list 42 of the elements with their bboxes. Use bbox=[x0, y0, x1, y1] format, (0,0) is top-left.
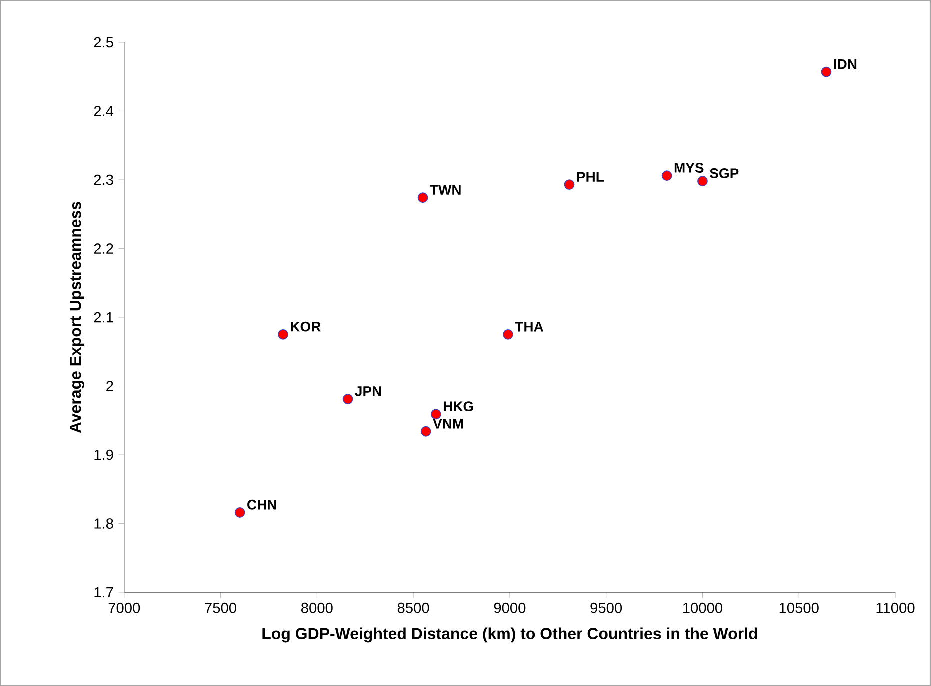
y-tick-label: 2.2 bbox=[94, 244, 114, 254]
x-axis-title: Log GDP-Weighted Distance (km) to Other Countries in the World bbox=[262, 628, 758, 643]
x-tick-label: 9500 bbox=[590, 602, 622, 614]
annotation: HKG bbox=[444, 401, 474, 412]
annotation: MYS bbox=[674, 162, 704, 173]
annotation: JPN bbox=[355, 386, 382, 396]
point bbox=[418, 192, 428, 203]
annotation: PHL bbox=[577, 172, 604, 182]
y-tick-label: 1.9 bbox=[94, 450, 114, 460]
x-tick-label: 9000 bbox=[494, 602, 526, 614]
annotation: KOR bbox=[291, 322, 321, 332]
point bbox=[278, 329, 288, 340]
point bbox=[821, 66, 832, 78]
annotation: IDN bbox=[834, 59, 857, 69]
x-tick-label: 10000 bbox=[683, 602, 723, 614]
y-tick-label: 2.3 bbox=[94, 174, 114, 186]
point bbox=[234, 507, 246, 518]
annotation: TWN bbox=[430, 185, 461, 195]
y-tick-label: 2 bbox=[106, 381, 114, 392]
y-tick-label: 2.4 bbox=[94, 106, 114, 116]
point bbox=[503, 329, 514, 340]
y-tick-label: 1.8 bbox=[94, 518, 114, 529]
point bbox=[342, 394, 354, 404]
y-tick-label: 2.1 bbox=[94, 312, 114, 322]
x-tick-label: 8500 bbox=[398, 602, 430, 614]
y-tick-label: 1.7 bbox=[94, 587, 114, 598]
point bbox=[698, 176, 708, 186]
x-tick-label: 10500 bbox=[780, 602, 819, 614]
x-tick-label: 8000 bbox=[302, 602, 333, 614]
y-tick-label: 2.5 bbox=[94, 37, 114, 48]
annotation: THA bbox=[515, 322, 544, 332]
point bbox=[564, 179, 575, 190]
x-tick-label: 7000 bbox=[108, 602, 140, 614]
point bbox=[430, 409, 442, 420]
annotation: VNM bbox=[433, 418, 464, 429]
annotation: SGP bbox=[710, 168, 739, 178]
x-tick-label: 7500 bbox=[205, 602, 236, 614]
point bbox=[420, 426, 432, 437]
point bbox=[662, 170, 672, 181]
x-tick-label: 11000 bbox=[876, 602, 915, 614]
y-axis-title: Average Export Upstreamness bbox=[70, 202, 84, 434]
annotation: CHN bbox=[248, 500, 276, 510]
